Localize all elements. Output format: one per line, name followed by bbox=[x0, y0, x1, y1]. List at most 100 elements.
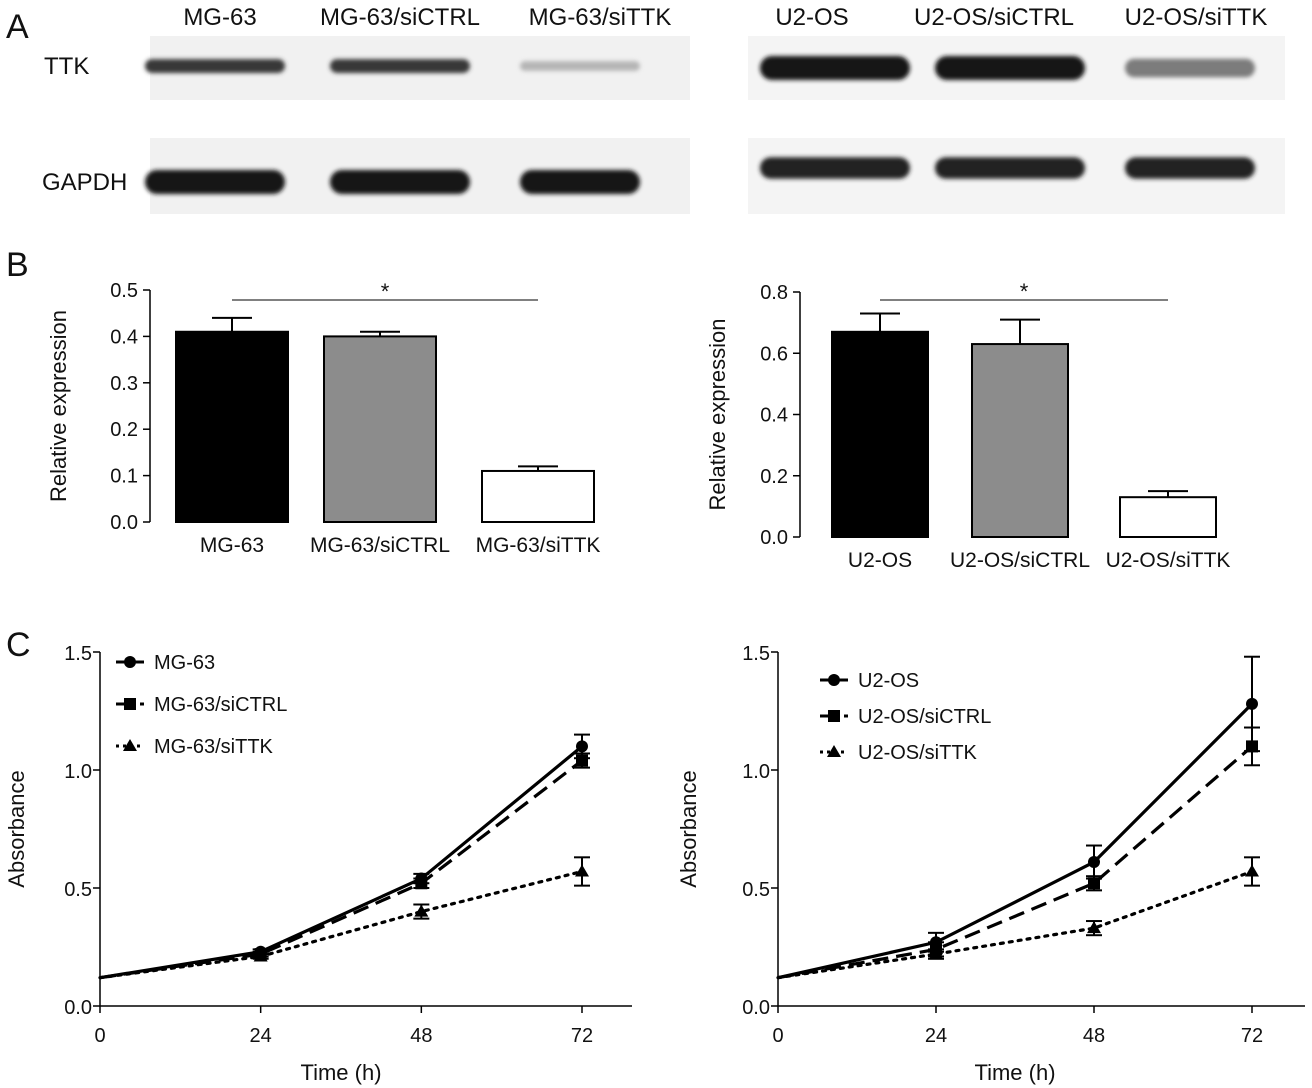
y-tick-label: 0.1 bbox=[110, 466, 138, 488]
x-tick-label: 0 bbox=[772, 1025, 783, 1047]
y-tick-label: 0.2 bbox=[110, 419, 138, 441]
blot-band bbox=[330, 170, 470, 194]
bar bbox=[175, 330, 289, 524]
blot-band bbox=[760, 56, 910, 80]
blot-row-label: GAPDH bbox=[42, 169, 127, 196]
y-tick-label: 0.4 bbox=[110, 326, 138, 348]
data-point-circle bbox=[576, 740, 588, 753]
western-blot-panel: MG-63 MG-63/siCTRL MG-63/siTTK TTK GAPDH U2-O… bbox=[42, 4, 1285, 214]
data-point-triangle bbox=[827, 745, 841, 757]
category-label: U2-OS/siTTK bbox=[1106, 549, 1231, 572]
line-chart-u2os: 0.0 0.5 1.0 1.5 0 24 48 72 Time (h) Absorbance U2-… bbox=[676, 643, 1305, 1085]
data-point-triangle bbox=[253, 949, 268, 962]
panel-letter-a: A bbox=[6, 8, 29, 46]
data-point-triangle bbox=[1087, 921, 1101, 934]
category-label: MG-63 bbox=[200, 534, 264, 557]
series-line bbox=[776, 869, 1254, 980]
lane-label: U2-OS/siCTRL bbox=[914, 4, 1074, 31]
y-tick-label: 0.0 bbox=[64, 997, 92, 1019]
data-point-square bbox=[1246, 740, 1258, 753]
bar bbox=[481, 469, 595, 523]
bar bbox=[971, 343, 1069, 538]
data-point-triangle bbox=[929, 947, 943, 960]
series-line bbox=[777, 702, 1254, 980]
legend-label: MG-63/siTTK bbox=[154, 736, 274, 758]
y-axis-title: Relative expression bbox=[46, 310, 71, 502]
data-point-circle bbox=[828, 674, 840, 686]
x-tick-label: 72 bbox=[571, 1025, 593, 1047]
y-tick-label: 0.8 bbox=[760, 282, 788, 304]
y-tick-label: 0.0 bbox=[110, 512, 138, 534]
x-axis-title: Time (h) bbox=[974, 1060, 1055, 1085]
bar-chart-u2os: 0.0 0.2 0.4 0.6 0.8 Relative expression U2-OS U… bbox=[705, 279, 1230, 572]
y-tick-label: 0.5 bbox=[110, 280, 138, 302]
y-tick-label: 0.5 bbox=[742, 879, 770, 901]
y-tick-label: 1.0 bbox=[742, 761, 770, 783]
y-tick-label: 0.6 bbox=[760, 343, 788, 365]
blot-band bbox=[760, 157, 910, 179]
blot-band bbox=[1125, 157, 1255, 179]
data-point-triangle bbox=[414, 904, 429, 917]
blot-band bbox=[520, 170, 640, 194]
bar bbox=[1119, 496, 1217, 538]
x-tick-label: 24 bbox=[250, 1025, 272, 1047]
legend-label: U2-OS bbox=[858, 670, 919, 692]
data-point-triangle bbox=[123, 739, 137, 751]
x-axis-title: Time (h) bbox=[300, 1060, 381, 1085]
line-chart-mg63: 0.0 0.5 1.0 1.5 0 24 48 72 Time (h) Absorbance MG-… bbox=[4, 643, 632, 1085]
category-label: MG-63/siTTK bbox=[476, 534, 601, 557]
y-axis-title: Absorbance bbox=[4, 770, 29, 887]
legend-label: U2-OS/siCTRL bbox=[858, 706, 991, 728]
bar-chart-mg63: 0.0 0.1 0.2 0.3 0.4 0.5 Relative expression MG-… bbox=[46, 279, 600, 557]
bar bbox=[831, 330, 929, 538]
x-tick-label: 0 bbox=[94, 1025, 105, 1047]
category-label: U2-OS/siCTRL bbox=[950, 549, 1090, 572]
panel-letter-b: B bbox=[6, 246, 29, 284]
y-tick-label: 0.3 bbox=[110, 373, 138, 395]
series-line bbox=[98, 869, 584, 980]
blot-band bbox=[520, 61, 640, 71]
y-tick-label: 0.0 bbox=[760, 527, 788, 549]
blot-band bbox=[145, 170, 285, 194]
y-tick-label: 0.0 bbox=[742, 997, 770, 1019]
significance-label: * bbox=[381, 279, 390, 304]
legend-label: MG-63 bbox=[154, 652, 215, 674]
lane-label: U2-OS/siTTK bbox=[1125, 4, 1268, 31]
data-point-triangle bbox=[575, 864, 589, 877]
data-point-square bbox=[576, 754, 588, 767]
blot-row-label: TTK bbox=[44, 53, 89, 80]
series-line bbox=[99, 759, 583, 980]
x-tick-label: 48 bbox=[1083, 1025, 1105, 1047]
y-tick-label: 1.0 bbox=[64, 761, 92, 783]
data-point-circle bbox=[124, 656, 136, 668]
panel-letter-c: C bbox=[6, 626, 31, 664]
data-point-square bbox=[415, 877, 428, 890]
lane-label: U2-OS bbox=[775, 4, 848, 31]
data-point-triangle bbox=[1245, 864, 1259, 877]
category-label: U2-OS bbox=[848, 549, 912, 572]
y-tick-label: 0.2 bbox=[760, 466, 788, 488]
blot-band bbox=[935, 56, 1085, 80]
bar bbox=[323, 335, 437, 523]
data-point-circle bbox=[1246, 697, 1258, 710]
series-line bbox=[99, 745, 584, 980]
lane-label: MG-63 bbox=[183, 4, 256, 31]
x-tick-label: 72 bbox=[1241, 1025, 1263, 1047]
data-point-circle bbox=[1088, 856, 1100, 869]
lane-label: MG-63/siCTRL bbox=[320, 4, 480, 31]
data-point-square bbox=[1088, 877, 1100, 890]
blot-band bbox=[1125, 58, 1255, 78]
y-tick-label: 1.5 bbox=[742, 643, 770, 665]
y-axis-title: Absorbance bbox=[676, 770, 701, 887]
significance-label: * bbox=[1020, 279, 1029, 304]
data-point-square bbox=[124, 698, 136, 710]
series-line bbox=[777, 745, 1254, 980]
data-point-square bbox=[828, 710, 840, 722]
y-tick-label: 0.5 bbox=[64, 879, 92, 901]
x-tick-label: 24 bbox=[925, 1025, 947, 1047]
x-tick-label: 48 bbox=[410, 1025, 432, 1047]
lane-label: MG-63/siTTK bbox=[529, 4, 672, 31]
blot-band bbox=[330, 59, 470, 73]
category-label: MG-63/siCTRL bbox=[310, 534, 450, 557]
